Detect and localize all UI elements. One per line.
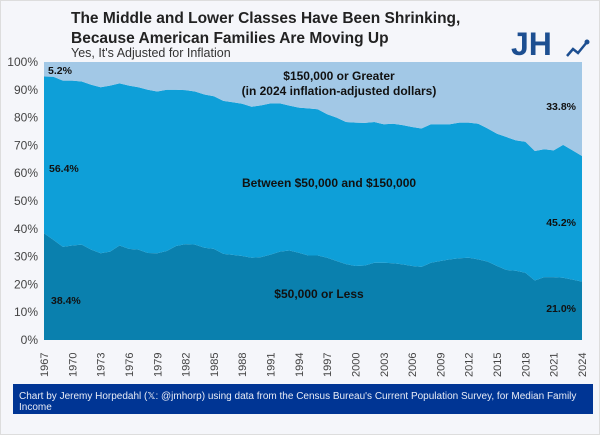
x-tick-label: 1973 <box>96 353 108 377</box>
y-tick-label: 10% <box>14 305 38 319</box>
chart-title: The Middle and Lower Classes Have Been S… <box>71 10 461 47</box>
area-series-0 <box>44 233 582 340</box>
x-tick-label: 2003 <box>379 353 391 377</box>
y-tick-label: 20% <box>14 277 38 291</box>
x-tick-label: 1982 <box>181 353 193 377</box>
series-label-50k-150k: Between $50,000 and $150,000 <box>242 176 416 190</box>
chart-subtitle: Yes, It's Adjusted for Inflation <box>71 46 231 60</box>
x-tick-label: 2000 <box>350 353 362 377</box>
x-tick-label: 1994 <box>294 353 306 377</box>
x-tick-label: 2018 <box>520 353 532 377</box>
y-tick-label: 50% <box>14 194 38 208</box>
x-tick-label: 2006 <box>407 353 419 377</box>
jh-logo: JH <box>511 26 590 57</box>
x-tick-label: 1985 <box>209 353 221 377</box>
x-tick-label: 2024 <box>577 353 589 377</box>
svg-text:JH: JH <box>511 26 552 57</box>
x-tick-label: 1967 <box>39 353 51 377</box>
x-tick-label: 1976 <box>124 353 136 377</box>
area-series-1 <box>44 76 582 282</box>
y-tick-label: 70% <box>14 138 38 152</box>
series-label-150k-note: (in 2024 inflation-adjusted dollars) <box>242 84 437 98</box>
start-value-label: 5.2% <box>48 65 73 77</box>
x-tick-label: 2021 <box>549 353 561 377</box>
x-tick-label: 1970 <box>67 353 79 377</box>
y-tick-label: 80% <box>14 111 38 125</box>
x-tick-label: 2015 <box>492 353 504 377</box>
end-value-label: 21.0% <box>546 303 576 315</box>
y-tick-label: 60% <box>14 166 38 180</box>
source-footer: Chart by Jeremy Horpedahl (𝕏: @jmhorp) u… <box>13 384 593 414</box>
y-tick-label: 90% <box>14 83 38 97</box>
series-label-under-50k: $50,000 or Less <box>274 287 364 301</box>
x-tick-label: 2009 <box>435 353 447 377</box>
x-tick-label: 1997 <box>322 353 334 377</box>
y-tick-label: 40% <box>14 222 38 236</box>
x-tick-label: 2012 <box>464 353 476 377</box>
x-tick-label: 1988 <box>237 353 249 377</box>
x-tick-label: 1979 <box>152 353 164 377</box>
series-label-150k-plus: $150,000 or Greater <box>283 69 395 83</box>
start-value-label: 38.4% <box>51 295 81 307</box>
start-value-label: 56.4% <box>49 163 79 175</box>
end-value-label: 45.2% <box>546 217 576 229</box>
area-series-2 <box>44 62 582 156</box>
y-tick-label: 30% <box>14 250 38 264</box>
y-tick-label: 100% <box>7 55 38 69</box>
y-tick-label: 0% <box>21 333 39 347</box>
stacked-area-chart: 0% 10% 20% 30% 40% 50% 60% 70% 80% 90% 100% 1967 197… <box>7 55 589 377</box>
x-tick-label: 1991 <box>266 353 278 377</box>
end-value-label: 33.8% <box>546 101 576 113</box>
